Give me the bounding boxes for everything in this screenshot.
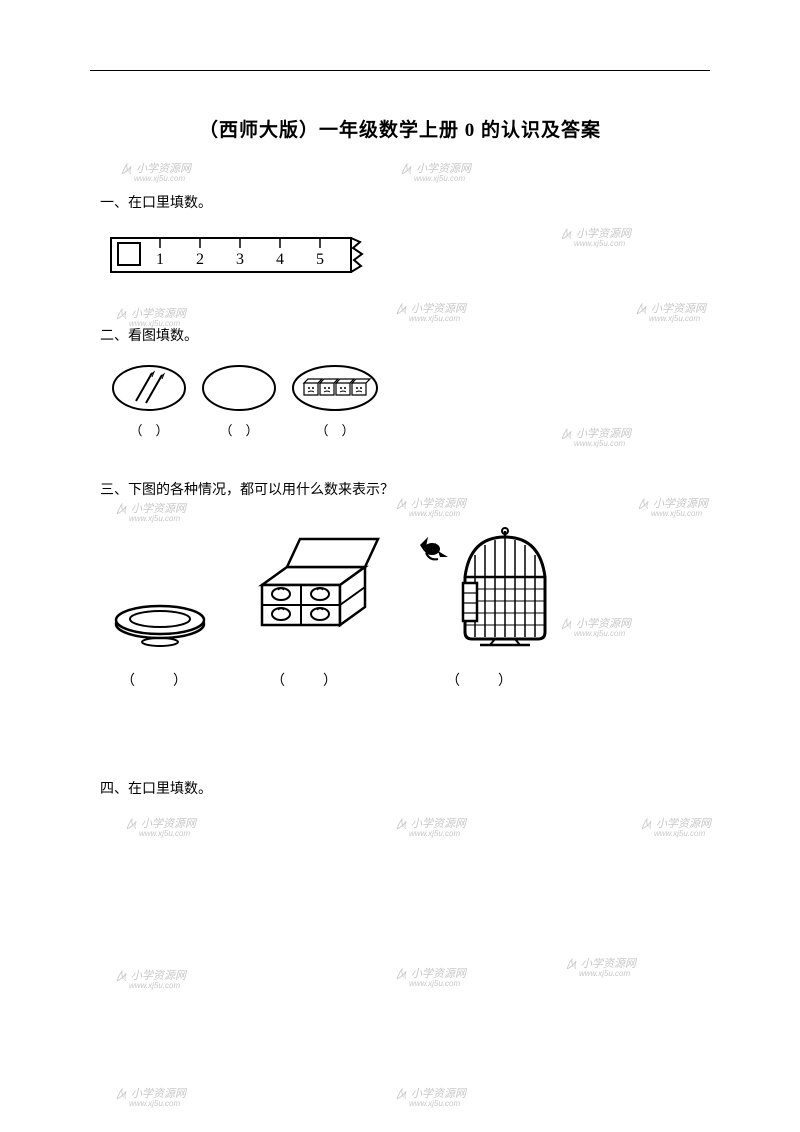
page-title: （西师大版）一年级数学上册 0 的认识及答案 — [100, 115, 700, 142]
q3-box: （ ） — [240, 537, 380, 690]
watermark: 小学资源网www.xj5u.com — [115, 967, 186, 990]
ruler-mark-5: 5 — [316, 251, 324, 268]
ruler-mark-4: 4 — [276, 251, 284, 268]
page-content: （西师大版）一年级数学上册 0 的认识及答案 一、在口里填数。 1 2 3 4 … — [100, 115, 700, 816]
ruler-mark-1: 1 — [156, 251, 164, 268]
watermark: 小学资源网www.xj5u.com — [395, 1085, 466, 1108]
oval-item-3: （ ） — [290, 363, 380, 439]
oval-1-paren: （ ） — [110, 420, 188, 439]
q3-cage: （ ） — [410, 527, 560, 690]
ruler-mark-3: 3 — [236, 251, 244, 268]
page-top-rule — [90, 70, 710, 71]
watermark: 小学资源网www.xj5u.com — [395, 965, 466, 988]
section-3-heading: 三、下图的各种情况，都可以用什么数来表示？ — [100, 479, 700, 499]
q3-row: （ ） （ ） — [110, 527, 700, 690]
oval-2-paren: （ ） — [200, 420, 278, 439]
q3-box-paren: （ ） — [240, 670, 380, 690]
q3-cage-paren: （ ） — [410, 670, 560, 690]
watermark: 小学资源网www.xj5u.com — [125, 815, 196, 838]
bird-icon — [420, 537, 448, 559]
ruler-mark-2: 2 — [196, 251, 204, 268]
section-4-heading: 四、在口里填数。 — [100, 778, 700, 798]
q3-plate: （ ） — [110, 562, 210, 690]
oval-3-paren: （ ） — [290, 420, 380, 439]
watermark: 小学资源网www.xj5u.com — [115, 1085, 186, 1108]
watermark: 小学资源网www.xj5u.com — [565, 955, 636, 978]
q3-plate-paren: （ ） — [110, 670, 210, 690]
section-2-heading: 二、看图填数。 — [100, 325, 700, 345]
birdcage-icon — [463, 528, 545, 645]
watermark: 小学资源网www.xj5u.com — [395, 815, 466, 838]
section-1-heading: 一、在口里填数。 — [100, 192, 700, 212]
watermark: 小学资源网www.xj5u.com — [640, 815, 711, 838]
ovals-row: （ ） （ ） — [110, 363, 700, 439]
oval-item-2: （ ） — [200, 363, 278, 439]
ruler-figure: 1 2 3 4 5 — [110, 230, 700, 285]
oval-item-1: （ ） — [110, 363, 188, 439]
